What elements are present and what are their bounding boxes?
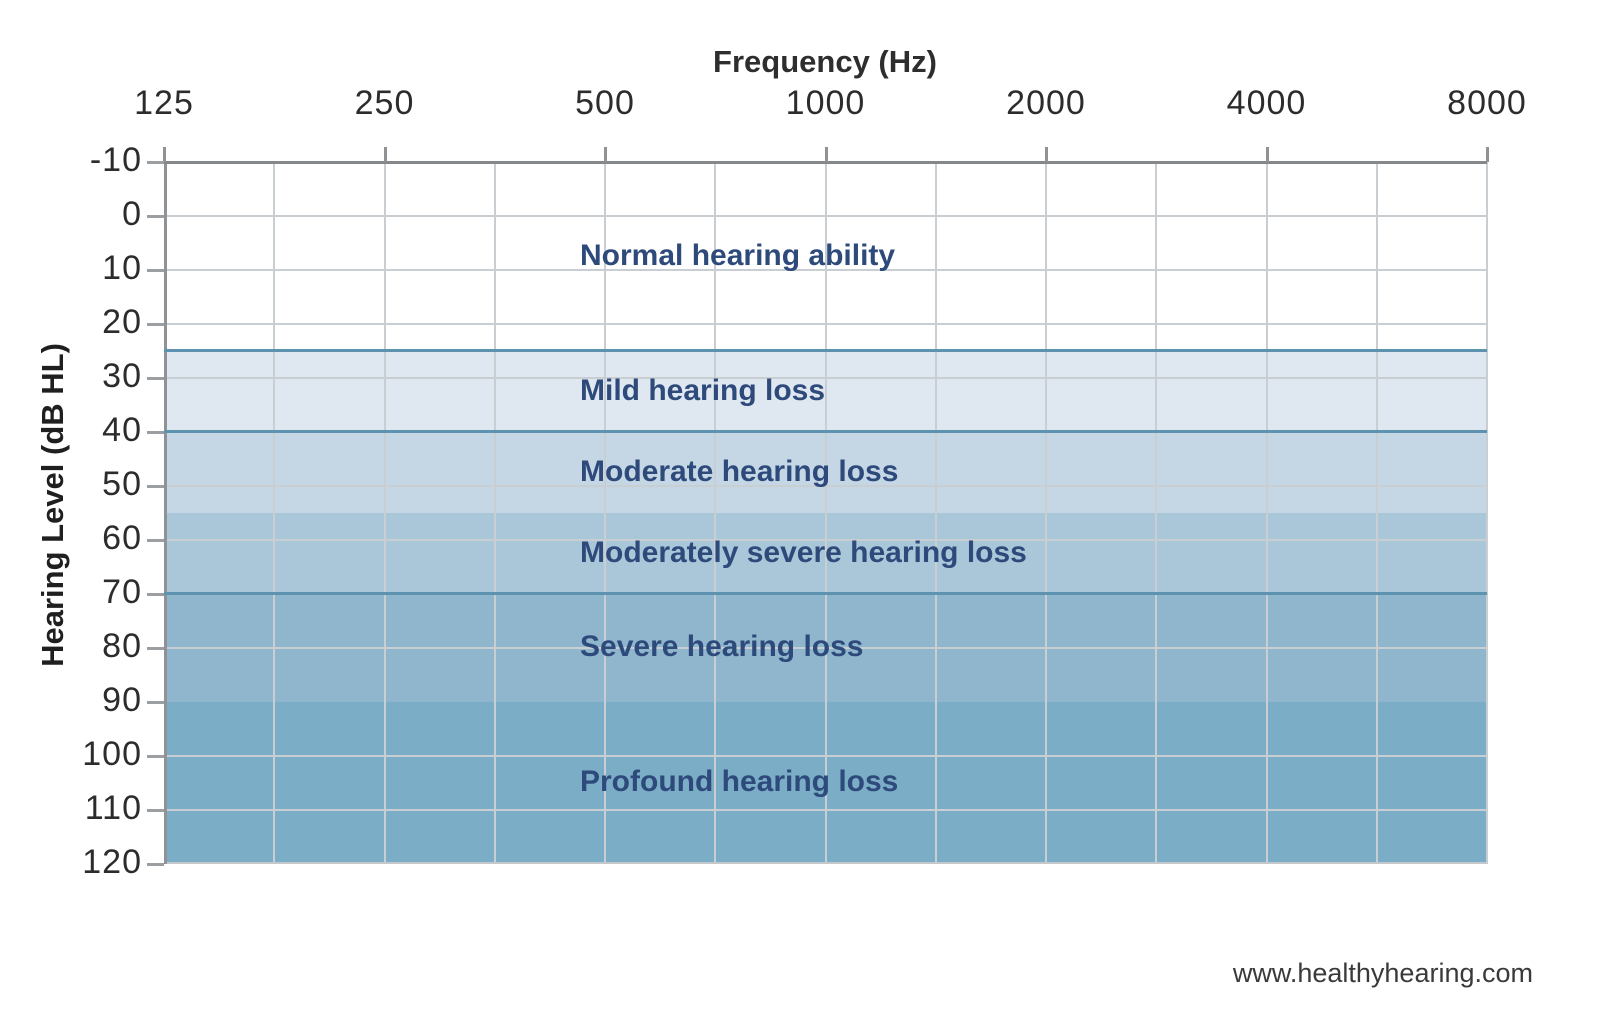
x-axis-line bbox=[164, 161, 1487, 164]
x-tick-label: 125 bbox=[134, 84, 194, 122]
vertical-gridline bbox=[824, 162, 827, 864]
y-tick-label: 20 bbox=[102, 303, 142, 341]
x-tick-label: 4000 bbox=[1226, 84, 1307, 122]
y-tick-label: 50 bbox=[102, 465, 142, 503]
vertical-gridline bbox=[493, 162, 496, 864]
y-tick-label: 120 bbox=[82, 843, 142, 881]
y-axis-tick bbox=[147, 755, 164, 758]
vertical-gridline bbox=[1375, 162, 1378, 864]
band-label-4: Severe hearing loss bbox=[580, 630, 864, 663]
vertical-gridline bbox=[1155, 162, 1158, 864]
x-axis-tick bbox=[1265, 147, 1269, 162]
y-axis-tick bbox=[147, 215, 164, 218]
watermark-url: www.healthyhearing.com bbox=[1232, 958, 1533, 988]
y-axis-tick bbox=[147, 647, 164, 650]
x-tick-label: 1000 bbox=[785, 84, 866, 122]
vertical-gridline bbox=[383, 162, 386, 864]
horizontal-gridline bbox=[164, 809, 1487, 811]
vertical-gridline bbox=[714, 162, 717, 864]
x-tick-label: 8000 bbox=[1447, 84, 1527, 122]
x-axis-title: Frequency (Hz) bbox=[713, 44, 937, 79]
y-tick-label: -10 bbox=[89, 141, 142, 179]
vertical-gridline bbox=[1486, 162, 1488, 864]
horizontal-gridline bbox=[164, 485, 1487, 487]
y-axis-tick bbox=[147, 485, 164, 488]
vertical-gridline bbox=[604, 162, 606, 864]
vertical-gridline bbox=[1045, 162, 1047, 864]
y-axis-line bbox=[164, 162, 167, 864]
y-tick-label: 100 bbox=[82, 735, 142, 773]
y-tick-label: 110 bbox=[84, 789, 142, 827]
x-axis-tick bbox=[604, 147, 607, 162]
horizontal-gridline bbox=[164, 539, 1487, 541]
y-axis-tick bbox=[147, 161, 164, 164]
horizontal-gridline-bottom bbox=[164, 862, 1487, 864]
y-tick-label: 30 bbox=[102, 357, 142, 395]
horizontal-gridline bbox=[164, 269, 1487, 271]
plot-area: 125 250 500 1000 2000 4000 8000 -10 0 10 20 30 40 50 6… bbox=[82, 84, 1526, 881]
x-tick-label: 2000 bbox=[1006, 84, 1086, 122]
y-tick-label: 40 bbox=[102, 411, 142, 449]
x-tick-label: 250 bbox=[354, 84, 415, 122]
band-boundary-line bbox=[164, 592, 1487, 595]
y-axis-tick bbox=[147, 701, 164, 704]
horizontal-gridline bbox=[164, 647, 1487, 649]
band-label-0: Normal hearing ability bbox=[580, 238, 896, 272]
band-label-2: Moderate hearing loss bbox=[580, 454, 899, 488]
x-tick-label: 500 bbox=[575, 84, 635, 122]
y-axis-tick bbox=[147, 431, 164, 434]
band-label-5: Profound hearing loss bbox=[580, 765, 899, 798]
y-tick-label: 0 bbox=[122, 195, 142, 233]
horizontal-gridline bbox=[164, 215, 1487, 217]
y-axis-tick bbox=[147, 269, 164, 272]
x-axis-tick bbox=[1045, 147, 1048, 162]
x-axis-tick bbox=[824, 147, 828, 162]
x-axis-tick bbox=[1486, 147, 1489, 162]
horizontal-gridline bbox=[164, 323, 1487, 325]
band-boundary-line bbox=[164, 430, 1487, 433]
x-axis-tick bbox=[163, 147, 166, 162]
horizontal-gridline bbox=[164, 377, 1487, 379]
y-axis-tick bbox=[147, 593, 164, 596]
band-label-3: Moderately severe hearing loss bbox=[580, 535, 1027, 569]
vertical-gridline bbox=[934, 162, 937, 864]
horizontal-gridline bbox=[164, 755, 1487, 757]
y-axis-tick bbox=[147, 323, 164, 326]
band-boundary-line bbox=[164, 349, 1487, 352]
y-tick-label: 80 bbox=[102, 627, 142, 665]
y-axis-tick bbox=[147, 863, 164, 866]
y-axis-tick bbox=[147, 809, 164, 812]
y-tick-label: 70 bbox=[102, 573, 142, 611]
band-label-1: Mild hearing loss bbox=[580, 373, 826, 407]
y-tick-label: 10 bbox=[102, 249, 142, 287]
y-axis-tick bbox=[147, 377, 164, 380]
vertical-gridline bbox=[273, 162, 276, 864]
y-tick-label: 60 bbox=[102, 519, 142, 557]
x-axis-tick bbox=[383, 147, 387, 162]
y-axis-tick bbox=[147, 539, 164, 542]
y-tick-label: 90 bbox=[102, 681, 142, 719]
vertical-gridline bbox=[1265, 162, 1268, 864]
